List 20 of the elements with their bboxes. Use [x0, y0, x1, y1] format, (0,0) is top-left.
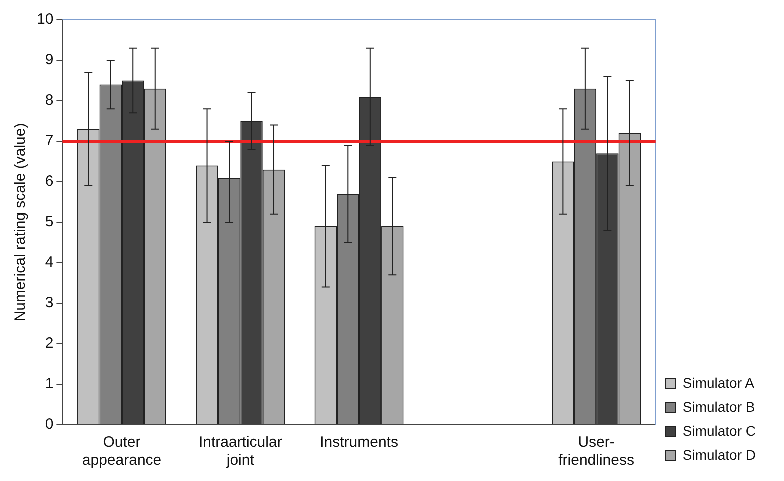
x-tick-label: Instruments — [320, 434, 398, 452]
y-tick-label: 3 — [45, 294, 54, 312]
legend-label: Simulator B — [682, 398, 756, 415]
y-tick-label: 7 — [45, 132, 54, 150]
y-tick-label: 10 — [36, 11, 54, 28]
legend-label: Simulator A — [682, 374, 756, 391]
x-tick-label: Outer appearance — [82, 434, 162, 470]
legend-label: Simulator D — [682, 446, 756, 463]
y-tick-label: 0 — [45, 416, 54, 434]
y-tick-label: 1 — [45, 376, 54, 393]
x-tick-label: Intraarticular joint — [198, 434, 282, 470]
y-tick-label: 2 — [45, 335, 54, 352]
y-axis-title: Numerical rating scale (value) — [12, 123, 30, 322]
y-tick-label: 6 — [45, 173, 54, 190]
y-tick-label: 5 — [45, 214, 54, 231]
y-tick-label: 8 — [45, 92, 54, 110]
legend-label: Simulator C — [682, 422, 756, 439]
y-tick-label: 4 — [45, 254, 54, 272]
x-tick-label: User-friendliness — [558, 434, 634, 470]
y-tick-label: 9 — [45, 52, 54, 69]
